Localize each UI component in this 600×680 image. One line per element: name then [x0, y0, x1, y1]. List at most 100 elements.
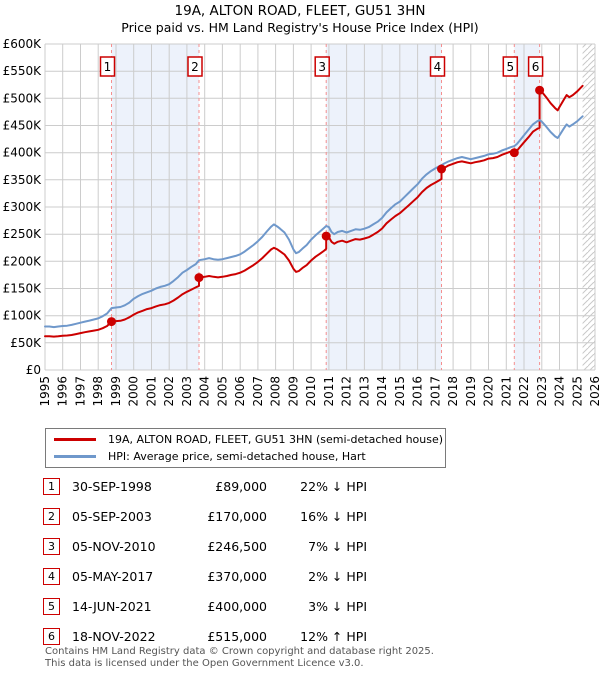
table-row: 2 05-SEP-2003 £170,000 16% ↓ HPI	[0, 508, 600, 526]
sale-hpi-delta: 7% ↓ HPI	[308, 539, 367, 554]
y-tick-label: £500K	[3, 91, 43, 105]
page-subtitle: Price paid vs. HM Land Registry's House …	[121, 20, 479, 35]
sale-number-box	[187, 56, 203, 77]
price-history-chart: 1 2 3 4 5 6 £0 £50K £100K £150K £200K £250K £300K £3…	[3, 37, 600, 407]
page-title: 19A, ALTON ROAD, FLEET, GU51 3HN	[174, 3, 426, 19]
x-tick-label: 2001	[145, 376, 159, 407]
x-tick-label: 2017	[428, 376, 442, 407]
sale-number-box	[429, 56, 446, 77]
y-tick-label: £100K	[3, 309, 43, 323]
x-axis-labels: 1995 1996 1997 1998 1999 2000 2001 2002 2003 2004…	[38, 376, 600, 407]
legend: 19A, ALTON ROAD, FLEET, GU51 3HN (semi-d…	[45, 428, 446, 468]
x-tick-label: 2008	[269, 376, 283, 407]
sale-dot	[535, 85, 545, 95]
x-tick-label: 2025	[570, 376, 584, 407]
table-row: 4 05-MAY-2017 £370,000 2% ↓ HPI	[0, 568, 600, 586]
x-tick-label: 1995	[38, 376, 52, 407]
x-tick-label: 2006	[233, 376, 247, 407]
legend-label-hpi: HPI: Average price, semi-detached house,…	[108, 450, 366, 463]
sale-price: £400,000	[207, 599, 267, 614]
sale-price: £89,000	[215, 479, 267, 494]
sale-number-box	[527, 56, 544, 77]
table-row: 6 18-NOV-2022 £515,000 12% ↑ HPI	[0, 628, 600, 646]
x-tick-label: 2010	[304, 376, 318, 407]
sale-date: 18-NOV-2022	[72, 629, 156, 644]
sale-number-boxes: 1 2 3 4 5 6	[99, 56, 544, 77]
sale-hpi-delta: 22% ↓ HPI	[300, 479, 367, 494]
sale-date: 05-MAY-2017	[72, 569, 154, 584]
x-tick-label: 1997	[74, 376, 88, 407]
x-tick-label: 2000	[127, 376, 141, 407]
sale-number: 5	[506, 60, 514, 74]
sale-date: 05-NOV-2010	[72, 539, 156, 554]
x-tick-label: 1996	[56, 376, 70, 407]
sale-number: 4	[434, 60, 442, 74]
x-tick-label: 2016	[411, 376, 425, 407]
sale-date: 14-JUN-2021	[72, 599, 152, 614]
x-tick-label: 2003	[180, 376, 194, 407]
sale-dot	[321, 231, 331, 241]
sale-number-box	[314, 56, 330, 77]
x-tick-label: 2014	[375, 376, 389, 407]
x-tick-label: 2020	[482, 376, 496, 407]
legend-label-price: 19A, ALTON ROAD, FLEET, GU51 3HN (semi-d…	[108, 433, 444, 446]
license-footer: Contains HM Land Registry data © Crown c…	[45, 646, 585, 669]
y-tick-label: £400K	[3, 146, 43, 160]
sale-date: 30-SEP-1998	[72, 479, 152, 494]
y-tick-label: £300K	[3, 200, 43, 214]
sale-price: £170,000	[207, 509, 267, 524]
x-tick-label: 2021	[499, 376, 513, 407]
sale-price: £515,000	[207, 629, 267, 644]
footer-line1: Contains HM Land Registry data © Crown c…	[45, 646, 434, 657]
x-tick-label: 2007	[251, 376, 265, 407]
sale-number: 3	[318, 60, 326, 74]
x-tick-label: 2018	[446, 376, 460, 407]
x-tick-label: 2022	[517, 376, 531, 407]
table-row: 3 05-NOV-2010 £246,500 7% ↓ HPI	[0, 538, 600, 556]
x-tick-label: 2012	[340, 376, 354, 407]
sale-hpi-delta: 12% ↑ HPI	[300, 629, 367, 644]
y-tick-label: £600K	[3, 37, 43, 51]
x-tick-label: 2026	[588, 376, 600, 407]
y-tick-label: £200K	[3, 254, 43, 268]
y-tick-label: £250K	[3, 227, 43, 241]
sale-dot	[509, 148, 519, 158]
sale-number-badge: 5	[43, 598, 60, 615]
hpi-line-swatch	[54, 455, 96, 458]
sale-price: £370,000	[207, 569, 267, 584]
y-tick-label: £550K	[3, 64, 43, 78]
sale-dots	[107, 85, 545, 327]
y-axis-labels: £0 £50K £100K £150K £200K £250K £300K £350K £400…	[3, 37, 43, 377]
x-tick-label: 2015	[393, 376, 407, 407]
table-row: 5 14-JUN-2021 £400,000 3% ↓ HPI	[0, 598, 600, 616]
x-tick-label: 2019	[464, 376, 478, 407]
sale-number-badge: 3	[43, 538, 60, 555]
sale-hpi-delta: 3% ↓ HPI	[308, 599, 367, 614]
y-tick-label: £150K	[3, 282, 43, 296]
sale-number-badge: 2	[43, 508, 60, 525]
price-paid-line	[44, 84, 584, 338]
x-tick-label: 2013	[357, 376, 371, 407]
footer-line2: This data is licensed under the Open Gov…	[45, 657, 364, 669]
sale-number: 6	[532, 60, 540, 74]
sale-number: 2	[191, 60, 199, 74]
sale-number: 1	[104, 60, 112, 74]
legend-row-price: 19A, ALTON ROAD, FLEET, GU51 3HN (semi-d…	[54, 432, 445, 447]
sale-dot	[107, 317, 116, 327]
data-series	[44, 84, 584, 338]
sale-dot	[194, 273, 204, 283]
hpi-line	[44, 115, 584, 329]
x-tick-label: 2023	[535, 376, 549, 407]
sale-price: £246,500	[207, 539, 267, 554]
x-tick-label: 2024	[553, 376, 567, 407]
x-tick-label: 1999	[109, 376, 123, 407]
sale-hpi-delta: 2% ↓ HPI	[308, 569, 367, 584]
sale-number-badge: 4	[43, 568, 60, 585]
sale-number-badge: 6	[43, 628, 60, 645]
y-tick-label: £450K	[3, 119, 43, 133]
sale-hpi-delta: 16% ↓ HPI	[300, 509, 367, 524]
x-tick-label: 2011	[322, 376, 336, 407]
sale-dot	[437, 164, 446, 174]
y-tick-label: £0	[26, 363, 41, 377]
sale-number-box	[502, 56, 519, 77]
